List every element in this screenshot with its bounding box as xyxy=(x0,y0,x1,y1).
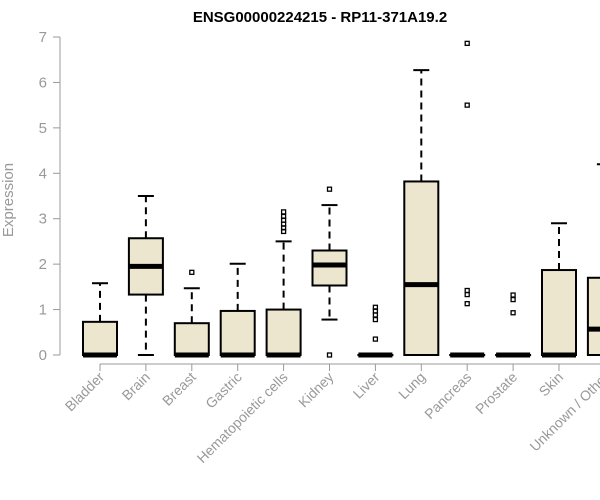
outlier-point xyxy=(326,352,333,358)
x-tick-label: Skin xyxy=(536,369,567,400)
box-iqr xyxy=(82,320,118,356)
box-iqr xyxy=(311,249,348,287)
x-tick-label: Pancreas xyxy=(421,369,474,422)
box-lung xyxy=(403,69,440,356)
box-iqr xyxy=(219,309,256,357)
box-iqr xyxy=(586,276,600,356)
x-tick-label: Liver xyxy=(350,369,383,402)
box-pancreas xyxy=(449,40,486,358)
y-tick-label: 5 xyxy=(39,120,47,137)
box-iqr xyxy=(541,269,577,357)
outlier-point xyxy=(372,316,379,323)
outlier-point xyxy=(326,186,333,192)
box-bladder xyxy=(82,282,118,358)
y-tick-label: 2 xyxy=(39,256,47,273)
box-hematopoietic-cells xyxy=(265,209,302,358)
box-prostate xyxy=(495,292,532,358)
x-tick-label: Kidney xyxy=(295,369,337,411)
box-kidney xyxy=(311,186,348,358)
outlier-point xyxy=(280,213,287,220)
outlier-point xyxy=(280,209,287,215)
outlier-point xyxy=(189,269,195,275)
y-tick-label: 7 xyxy=(39,29,47,46)
outlier-point xyxy=(280,221,287,227)
y-tick-label: 1 xyxy=(39,302,47,319)
box-iqr xyxy=(173,322,210,357)
box-brain xyxy=(127,195,164,356)
outlier-point xyxy=(464,102,470,108)
box-skin xyxy=(541,222,577,358)
outlier-point xyxy=(372,336,379,342)
y-tick-label: 4 xyxy=(39,165,47,182)
outlier-point xyxy=(372,304,379,310)
chart-title: ENSG00000224215 - RP11-371A19.2 xyxy=(193,9,447,26)
box-gastric xyxy=(219,262,256,358)
outlier-point xyxy=(510,310,516,316)
outlier-point xyxy=(510,296,516,303)
y-tick-label: 0 xyxy=(39,347,47,364)
x-tick-label: Prostate xyxy=(472,369,520,417)
outlier-point xyxy=(464,40,470,47)
outlier-point xyxy=(510,292,516,298)
outlier-point xyxy=(372,312,379,318)
x-tick-label: Breast xyxy=(159,369,199,409)
box-liver xyxy=(357,304,394,358)
box-iqr xyxy=(265,308,302,357)
x-tick-label: Gastric xyxy=(202,369,245,412)
box-unknown-other xyxy=(586,163,600,356)
outlier-point xyxy=(464,301,470,307)
y-tick-label: 6 xyxy=(39,74,47,91)
x-tick-label: Hematopoietic cells xyxy=(194,369,291,466)
y-axis: 0 1 2 3 4 5 6 7 xyxy=(39,29,61,364)
x-tick-label: Bladder xyxy=(62,369,108,415)
boxes-group xyxy=(82,40,600,358)
x-tick-label: Lung xyxy=(395,369,428,402)
box-iqr xyxy=(403,180,440,356)
y-tick-label: 3 xyxy=(39,211,47,228)
y-axis-label: Expression xyxy=(0,163,17,237)
x-tick-label: Brain xyxy=(119,369,153,403)
outlier-point xyxy=(464,291,470,298)
box-breast xyxy=(173,269,210,358)
outlier-point xyxy=(464,287,470,294)
